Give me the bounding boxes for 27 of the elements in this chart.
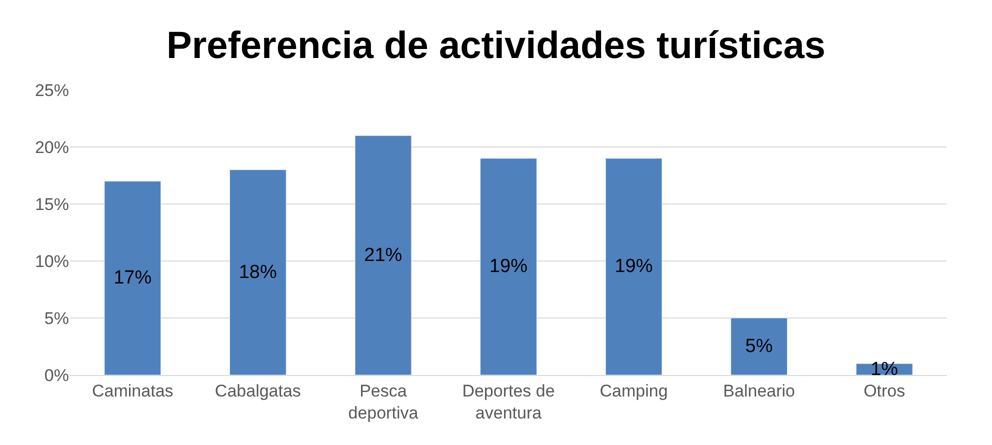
chart-title: Preferencia de actividades turísticas [166, 24, 826, 67]
x-tick-label: Camping [600, 381, 668, 400]
x-tick-label: Deportes de aventura [462, 381, 555, 422]
bar [354, 135, 412, 375]
y-tick-label: 20% [34, 138, 69, 157]
bar [480, 158, 537, 375]
data-label: 18% [238, 262, 277, 283]
y-tick-label: 10% [34, 252, 69, 271]
y-tick-label: 5% [44, 308, 69, 328]
x-tick-label: Caminatas [92, 381, 174, 400]
x-tick-label: Balneario [723, 381, 795, 400]
data-label: 19% [614, 256, 653, 278]
y-tick-label: 15% [34, 194, 69, 214]
x-tick-label: Cabalgatas [214, 381, 301, 400]
data-label: 17% [114, 268, 152, 289]
data-label: 19% [489, 256, 528, 278]
y-tick-label: 0% [44, 366, 69, 385]
x-tick-label: Otros [864, 381, 906, 400]
bar [229, 170, 286, 375]
data-label: 1% [870, 358, 898, 380]
bar [104, 180, 162, 375]
y-tick-label: 25% [34, 80, 69, 100]
data-label: 5% [745, 336, 773, 357]
bar [605, 158, 662, 375]
bar [730, 318, 788, 375]
data-label: 21% [364, 244, 402, 266]
x-tick-label: Pesca deportiva [348, 381, 419, 422]
